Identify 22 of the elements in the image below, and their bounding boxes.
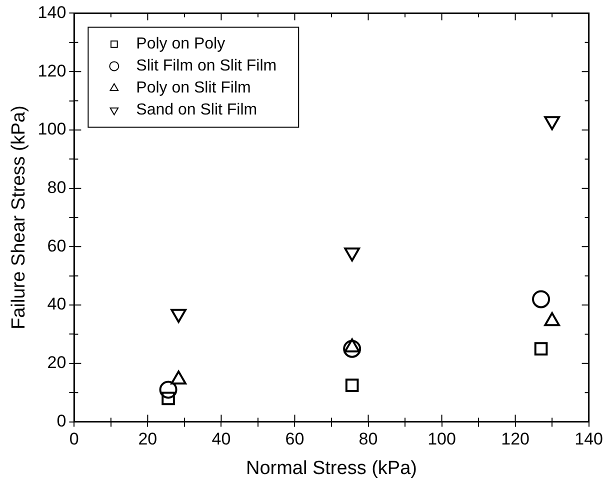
- legend-label: Sand on Slit Film: [136, 102, 258, 119]
- legend-label: Slit Film on Slit Film: [136, 58, 277, 75]
- x-tick-label: 120: [501, 430, 530, 449]
- y-tick-label: 40: [47, 294, 66, 314]
- x-tick-label: 60: [285, 430, 304, 449]
- y-axis-title: Failure Shear Stress (kPa): [8, 106, 30, 330]
- y-tick-label: 80: [47, 178, 66, 197]
- legend-label: Poly on Slit Film: [136, 80, 251, 97]
- y-tick-label: 0: [56, 411, 66, 430]
- x-tick-label: 40: [212, 430, 231, 449]
- x-tick-label: 80: [358, 430, 378, 449]
- x-tick-label: 100: [428, 430, 456, 449]
- legend-label: Poly on Poly: [136, 36, 226, 53]
- y-tick-label: 120: [38, 61, 66, 80]
- x-axis-title: Normal Stress (kPa): [246, 458, 418, 479]
- x-tick-label: 20: [138, 430, 158, 449]
- y-tick-label: 100: [38, 120, 66, 139]
- y-tick-label: 60: [47, 236, 66, 256]
- x-tick-label: 140: [574, 430, 604, 449]
- y-tick-label: 140: [38, 2, 66, 22]
- x-tick-label: 0: [69, 430, 79, 449]
- y-tick-label: 20: [47, 353, 66, 372]
